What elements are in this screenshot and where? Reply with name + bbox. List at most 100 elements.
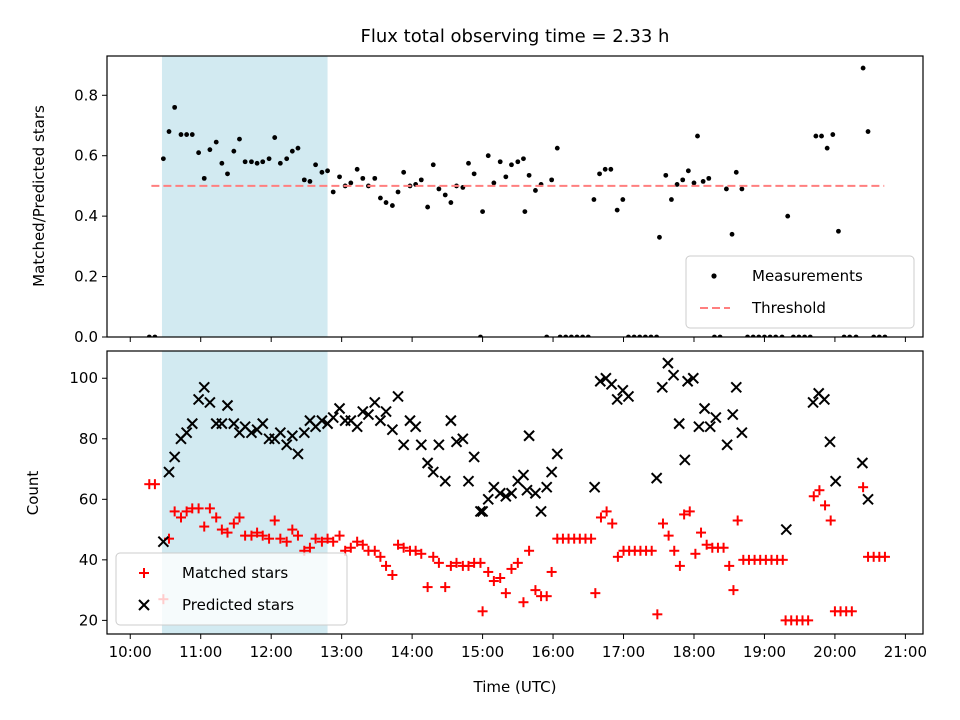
legend-entry: Threshold xyxy=(700,299,826,317)
matched-star-marker xyxy=(657,518,668,529)
measurement-point xyxy=(657,234,662,240)
marker-stroke xyxy=(457,433,469,445)
predicted-star-marker xyxy=(280,439,293,451)
y-tick-label: 80 xyxy=(79,430,98,448)
marker-stroke xyxy=(421,457,434,469)
matched-star-marker xyxy=(488,576,499,587)
legend-label: Measurements xyxy=(752,267,863,285)
measurement-point xyxy=(184,132,190,137)
matched-star-marker xyxy=(375,551,386,562)
marker-stroke xyxy=(829,475,842,487)
marker-stroke xyxy=(693,420,705,433)
matched-star-marker xyxy=(724,560,735,571)
measurement-point xyxy=(503,174,509,180)
marker-stroke xyxy=(351,420,363,433)
predicted-star-marker xyxy=(433,439,445,451)
predicted-star-marker xyxy=(667,369,680,381)
measurement-point xyxy=(395,189,401,195)
marker-stroke xyxy=(500,490,512,502)
y-tick-label: 0.0 xyxy=(74,328,98,346)
measurement-point xyxy=(425,204,431,210)
x-tick-label: 17:00 xyxy=(602,643,645,661)
predicted-star-marker xyxy=(357,405,369,418)
predicted-star-marker xyxy=(656,381,668,394)
marker-stroke xyxy=(862,493,874,506)
marker-stroke xyxy=(163,466,175,478)
measurement-point xyxy=(497,159,503,165)
predicted-star-marker xyxy=(474,505,487,518)
matched-star-marker xyxy=(264,533,275,544)
marker-stroke xyxy=(710,411,722,424)
marker-stroke xyxy=(721,439,733,451)
marker-stroke xyxy=(468,451,480,463)
marker-stroke xyxy=(304,414,316,427)
measurement-point xyxy=(348,180,354,186)
marker-stroke xyxy=(280,439,293,451)
matched-star-marker xyxy=(477,606,488,617)
matched-star-marker xyxy=(204,503,215,514)
marker-stroke xyxy=(673,417,685,430)
matched-star-marker xyxy=(646,545,657,556)
x-tick-label: 20:00 xyxy=(813,643,856,661)
x-axis-title: Time (UTC) xyxy=(473,678,557,696)
measurement-point xyxy=(330,189,336,195)
measurement-point xyxy=(401,169,407,175)
measurement-point xyxy=(706,175,712,181)
matched-star-marker xyxy=(381,560,392,571)
measurement-point xyxy=(260,159,266,165)
predicted-star-marker xyxy=(157,535,170,548)
predicted-star-marker xyxy=(333,402,346,415)
predicted-star-marker xyxy=(521,484,533,496)
measurement-point xyxy=(354,166,360,172)
matched-star-marker xyxy=(475,557,486,568)
x-tick-label: 18:00 xyxy=(672,643,715,661)
predicted-star-marker xyxy=(221,399,234,412)
measurement-point xyxy=(733,169,739,175)
matched-star-marker xyxy=(684,506,695,517)
shaded-interval xyxy=(161,56,328,337)
measurement-point xyxy=(225,171,230,177)
marker-stroke xyxy=(529,487,542,499)
predicted-star-marker xyxy=(427,466,439,478)
matched-star-marker xyxy=(352,536,363,547)
measurement-point xyxy=(533,188,538,193)
marker-stroke xyxy=(600,372,612,384)
predicted-star-marker xyxy=(274,427,287,439)
measurement-point xyxy=(448,200,454,205)
marker-stroke xyxy=(824,436,836,448)
matched-star-marker xyxy=(199,521,210,532)
legend: Matched stars Predicted stars xyxy=(115,552,348,626)
predicted-star-marker xyxy=(594,375,606,387)
predicted-star-marker xyxy=(386,423,399,436)
marker-stroke xyxy=(439,475,451,487)
marker-stroke xyxy=(488,481,500,493)
matched-star-marker xyxy=(820,500,831,511)
predicted-star-marker xyxy=(351,420,363,433)
measurement-point xyxy=(522,209,528,215)
marker-stroke xyxy=(192,393,205,406)
matched-star-marker xyxy=(701,539,712,550)
marker-stroke xyxy=(521,484,533,496)
measurement-point xyxy=(436,186,442,192)
legend-entry: Measurements xyxy=(711,267,863,285)
marker-stroke xyxy=(687,372,699,384)
measurement-point xyxy=(669,197,674,202)
axes-frame xyxy=(106,350,924,635)
legend-entry: Predicted stars xyxy=(138,596,294,614)
measurement-point xyxy=(277,160,283,166)
measurement-point xyxy=(597,171,602,177)
matched-star-marker xyxy=(369,545,380,556)
measurement-point xyxy=(319,169,325,175)
chart-title: Flux total observing time = 2.33 h xyxy=(361,26,670,47)
measurement-point xyxy=(739,186,745,192)
matched-star-marker xyxy=(216,524,227,535)
marker-stroke xyxy=(667,369,680,381)
measurement-point xyxy=(272,135,278,140)
x-tick-label: 19:00 xyxy=(743,643,786,661)
plot-area xyxy=(144,357,890,626)
predicted-star-marker xyxy=(807,396,819,409)
measurement-point xyxy=(471,171,477,177)
measurement-point xyxy=(526,172,532,178)
y-tick-label: 60 xyxy=(79,490,98,508)
marker-stroke xyxy=(245,427,258,439)
